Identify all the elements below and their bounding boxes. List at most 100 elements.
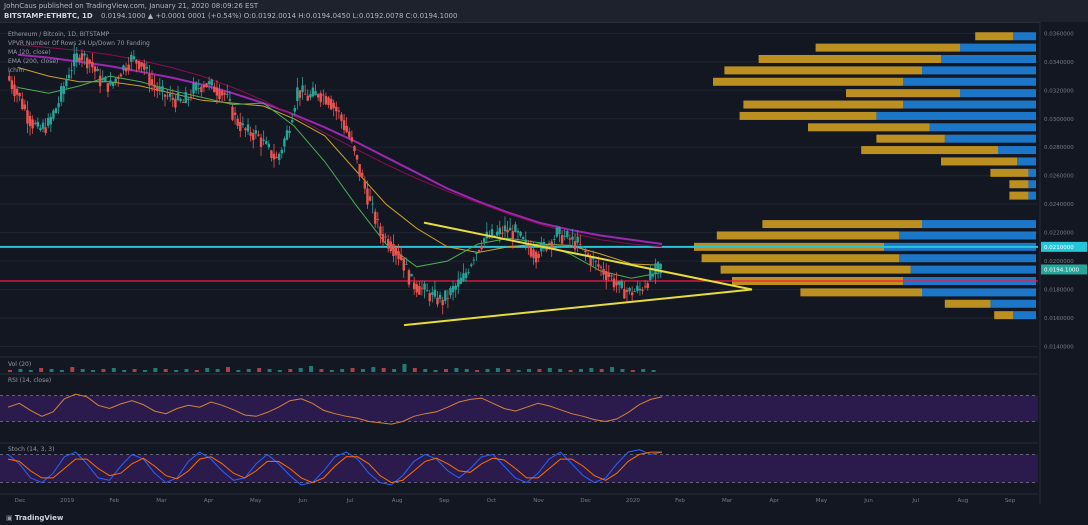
candle-body (623, 289, 626, 299)
candle-body (464, 272, 468, 279)
volume-profile-bar-up (876, 111, 1036, 120)
candle-body (498, 227, 501, 235)
candle-body (605, 271, 608, 281)
volume-profile-bar-up (1017, 157, 1036, 166)
volume-profile-bar-up (910, 265, 1036, 274)
candle-body (60, 86, 63, 102)
candle-body (387, 239, 390, 249)
rsi-legend: RSI (14, close) (8, 377, 52, 384)
volume-bar (537, 369, 542, 372)
candle-body (171, 97, 174, 100)
candle-body (150, 79, 154, 85)
volume-bar (319, 369, 324, 372)
candle-body (194, 82, 198, 91)
candle-body (78, 57, 81, 62)
time-tick-label: Jun (298, 498, 308, 504)
volume-bar (184, 369, 189, 372)
candle-body (589, 256, 592, 266)
rsi-line (7, 393, 663, 425)
volume-bar (527, 369, 532, 372)
current-price-tag (1041, 264, 1087, 275)
time-tick-label: Apr (770, 498, 780, 504)
volume-pane (0, 356, 1038, 372)
candle-body (233, 112, 237, 115)
candle-body (140, 62, 143, 67)
candle-body (444, 290, 447, 301)
candle-body (314, 91, 317, 96)
volume-profile-bar-down (713, 77, 903, 86)
candle-body (558, 227, 561, 235)
publish-header: JohnCaus published on TradingView.com, J… (0, 0, 1088, 23)
volume-bar (111, 368, 116, 372)
time-tick-label: Oct (487, 498, 497, 504)
volume-profile-bar-up (899, 231, 1036, 240)
symbol-label: BITSTAMP:ETHBTC, 1D (4, 12, 93, 20)
candle-body (340, 114, 343, 121)
candle-body (270, 150, 273, 159)
volume-bar (70, 367, 75, 372)
trendlines (403, 221, 753, 327)
volume-profile-bar-up (922, 288, 1036, 297)
volume-profile-bar-up (922, 220, 1036, 229)
candle-body (130, 54, 133, 62)
volume-bar (589, 368, 594, 372)
candle-body (462, 273, 465, 281)
time-tick-label: Jun (863, 498, 873, 504)
candle-body (410, 273, 413, 277)
candle-body (91, 61, 94, 68)
moving-average-line (17, 67, 663, 266)
time-tick-label: Dec (580, 498, 591, 504)
candle-body (592, 258, 595, 260)
time-tick-label: Jul (911, 498, 919, 504)
resistance-price-tag (1041, 241, 1087, 252)
candle-body (467, 272, 470, 273)
candle-body (202, 84, 206, 88)
candle-body (436, 297, 439, 305)
candle-body (181, 102, 185, 103)
candle-body (651, 274, 655, 277)
candle-body (534, 251, 538, 263)
candle-body (654, 263, 657, 275)
candle-body (257, 134, 260, 136)
candle-body (392, 244, 395, 257)
volume-profile-bar-down (701, 254, 900, 263)
volume-profile-bar-up (903, 100, 1036, 109)
resistance-price-label: 0.0210000 (1044, 245, 1074, 251)
candle-body (296, 87, 299, 101)
candle-body (617, 280, 621, 285)
candle-body (31, 119, 34, 129)
volume-profile-bar-up (960, 43, 1036, 52)
candle-body (488, 236, 491, 238)
volume-bar (454, 368, 459, 372)
candle-body (506, 229, 509, 233)
price-series (8, 44, 662, 315)
volume-profile-bar-up (998, 146, 1036, 155)
volume-profile-bar-up (903, 77, 1036, 86)
volume-profile-bar-up (941, 55, 1036, 63)
candle-body (65, 79, 68, 87)
candle-body (428, 293, 431, 302)
candle-body (508, 227, 512, 231)
candle-body (166, 95, 169, 97)
volume-profile-bar-down (800, 288, 922, 297)
candle-body (646, 283, 649, 289)
candle-body (610, 275, 613, 277)
candle-body (322, 94, 325, 96)
volume-bar (464, 369, 469, 372)
candle-body (67, 74, 71, 79)
candle-body (280, 149, 283, 154)
candle-body (96, 68, 99, 72)
candle-body (514, 224, 517, 232)
candle-body (519, 231, 522, 236)
volume-bar (381, 368, 386, 372)
candle-body (223, 92, 226, 95)
volume-bar (142, 370, 147, 372)
candle-body (625, 290, 629, 292)
candle-body (117, 78, 120, 80)
candle-body (215, 87, 219, 96)
candle-body (156, 87, 159, 92)
candle-body (39, 127, 42, 131)
candle-body (70, 70, 73, 71)
candle-body (571, 236, 574, 240)
